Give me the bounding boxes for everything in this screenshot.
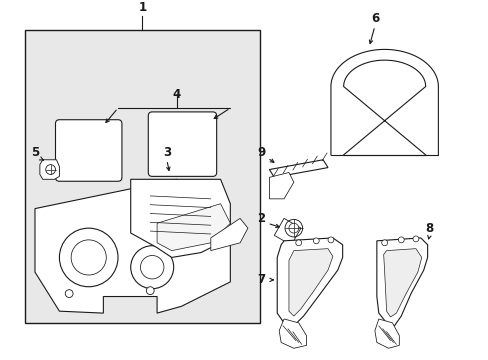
Circle shape: [146, 287, 154, 294]
Circle shape: [65, 290, 73, 297]
Bar: [25, 30, 259, 323]
Polygon shape: [157, 204, 230, 251]
Circle shape: [130, 246, 173, 289]
Circle shape: [288, 223, 298, 233]
Polygon shape: [374, 319, 399, 348]
Polygon shape: [210, 219, 247, 251]
Circle shape: [381, 240, 387, 246]
Bar: [274, 219, 300, 245]
Circle shape: [398, 237, 404, 243]
Polygon shape: [277, 238, 342, 326]
Text: 8: 8: [425, 222, 433, 235]
Polygon shape: [376, 238, 427, 326]
Circle shape: [327, 237, 333, 243]
Polygon shape: [279, 319, 306, 348]
Circle shape: [313, 238, 319, 244]
Text: 5: 5: [31, 147, 39, 159]
Text: 4: 4: [172, 88, 181, 101]
Polygon shape: [288, 249, 332, 316]
Circle shape: [412, 236, 418, 242]
Circle shape: [285, 219, 302, 237]
Text: 1: 1: [138, 1, 146, 14]
Text: 6: 6: [370, 12, 378, 24]
FancyBboxPatch shape: [148, 112, 216, 176]
Circle shape: [46, 165, 56, 175]
Circle shape: [295, 240, 301, 246]
Text: 9: 9: [257, 147, 265, 159]
Text: 7: 7: [257, 273, 265, 287]
Polygon shape: [269, 172, 293, 199]
Circle shape: [71, 240, 106, 275]
Text: 3: 3: [163, 147, 171, 159]
Polygon shape: [383, 249, 421, 317]
Polygon shape: [35, 179, 230, 313]
Text: 2: 2: [257, 212, 265, 225]
Polygon shape: [40, 160, 59, 179]
FancyBboxPatch shape: [56, 120, 122, 181]
Polygon shape: [269, 160, 327, 177]
Polygon shape: [130, 179, 230, 257]
Circle shape: [59, 228, 118, 287]
Circle shape: [140, 256, 163, 279]
